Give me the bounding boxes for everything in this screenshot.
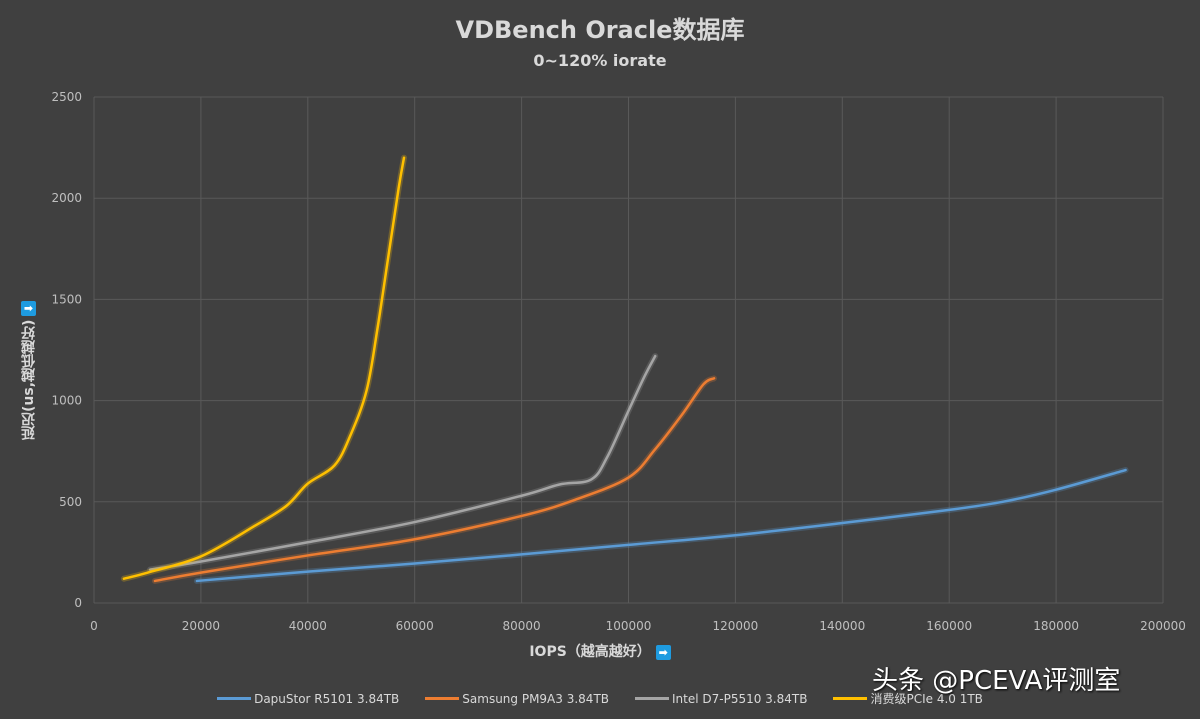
- x-tick-label: 200000: [1140, 619, 1186, 633]
- x-tick-label: 100000: [606, 619, 652, 633]
- y-tick-label: 500: [59, 495, 82, 509]
- x-tick-label: 160000: [926, 619, 972, 633]
- series-glow-0: [193, 467, 1129, 584]
- series-glow-3: [120, 154, 408, 582]
- legend-item: 消费级PCIe 4.0 1TB: [833, 690, 983, 707]
- legend-swatch: [217, 697, 252, 700]
- x-tick-label: 0: [90, 619, 98, 633]
- legend-item: Intel D7-P5510 3.84TB: [635, 690, 807, 707]
- x-tick-label: 40000: [289, 619, 327, 633]
- legend: DapuStor R5101 3.84TB Samsung PM9A3 3.84…: [0, 690, 1200, 707]
- series-line-1: [153, 377, 716, 583]
- legend-label: 消费级PCIe 4.0 1TB: [870, 692, 983, 706]
- x-axis-label: IOPS（越高越好） ➡: [0, 641, 1200, 661]
- x-tick-label: 140000: [819, 619, 865, 633]
- watermark: 头条 @PCEVA评测室: [872, 666, 1121, 696]
- series-glow-2: [147, 353, 659, 573]
- legend-item: DapuStor R5101 3.84TB: [217, 690, 399, 707]
- y-tick-label: 0: [74, 596, 82, 610]
- x-tick-label: 180000: [1033, 619, 1079, 633]
- series-line-3: [122, 156, 406, 580]
- legend-swatch: [425, 697, 460, 700]
- arrow-down-icon: ⬇: [21, 300, 37, 316]
- arrow-right-icon: ➡: [655, 645, 671, 660]
- y-tick-label: 2000: [51, 191, 82, 205]
- y-axis-label: 延迟(us,越低越好) ⬇: [14, 270, 44, 440]
- y-tick-label: 1000: [51, 394, 82, 408]
- chart-title: VDBench Oracle数据库: [455, 16, 745, 44]
- legend-label: DapuStor R5101 3.84TB: [254, 691, 400, 706]
- x-tick-label: 20000: [182, 619, 220, 633]
- chart-subtitle: 0~120% iorate: [533, 51, 667, 70]
- series-line-2: [148, 354, 657, 571]
- x-tick-label: 80000: [503, 619, 541, 633]
- y-axis-label-text: 延迟(us,越低越好): [21, 319, 37, 440]
- x-axis-label-text: IOPS（越高越好）: [529, 644, 651, 660]
- legend-item: Samsung PM9A3 3.84TB: [425, 690, 609, 707]
- y-tick-label: 1500: [51, 292, 82, 306]
- y-tick-label: 2500: [51, 90, 82, 104]
- x-tick-label: 120000: [712, 619, 758, 633]
- legend-label: Intel D7-P5510 3.84TB: [672, 691, 808, 706]
- x-tick-label: 60000: [396, 619, 434, 633]
- legend-swatch: [635, 697, 669, 700]
- series-line-0: [195, 468, 1127, 583]
- legend-swatch: [833, 697, 868, 700]
- legend-label: Samsung PM9A3 3.84TB: [462, 691, 609, 706]
